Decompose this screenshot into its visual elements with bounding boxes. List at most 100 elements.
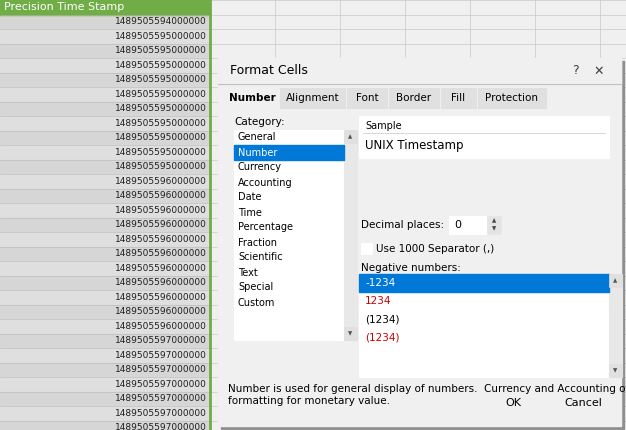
Text: 1489505595000000: 1489505595000000: [115, 90, 207, 99]
Bar: [478, 88, 546, 108]
Bar: [441, 88, 476, 108]
Bar: [280, 88, 345, 108]
Text: Negative numbers:: Negative numbers:: [361, 263, 461, 273]
Text: Custom: Custom: [238, 298, 275, 307]
Text: Time: Time: [238, 208, 262, 218]
Text: 1489505596000000: 1489505596000000: [115, 278, 207, 287]
Bar: [0, 87, 210, 101]
Text: 1489505595000000: 1489505595000000: [115, 46, 207, 55]
Bar: [0, 246, 210, 261]
Bar: [0, 232, 210, 246]
Text: ▲: ▲: [613, 278, 618, 283]
Bar: [483, 392, 543, 414]
Text: 1489505596000000: 1489505596000000: [115, 249, 207, 258]
Bar: [0, 43, 210, 58]
Text: 1489505596000000: 1489505596000000: [115, 235, 207, 244]
Bar: [234, 130, 344, 340]
Text: UNIX Timestamp: UNIX Timestamp: [365, 139, 463, 153]
Bar: [0, 160, 210, 174]
Bar: [344, 327, 357, 340]
Text: Protection: Protection: [486, 93, 538, 103]
Bar: [0, 58, 210, 73]
Text: 1489505595000000: 1489505595000000: [115, 61, 207, 70]
Bar: [0, 29, 210, 43]
Bar: [0, 276, 210, 290]
Bar: [0, 145, 210, 160]
Bar: [487, 216, 501, 234]
Text: 1489505596000000: 1489505596000000: [115, 264, 207, 273]
Text: 1489505595000000: 1489505595000000: [115, 75, 207, 84]
Text: ▼: ▼: [613, 368, 618, 373]
Text: ▼: ▼: [349, 331, 352, 336]
Bar: [0, 290, 210, 304]
Text: -1234: -1234: [365, 278, 395, 288]
Text: Sample: Sample: [365, 121, 402, 131]
Text: 1489505596000000: 1489505596000000: [115, 322, 207, 331]
Text: Date: Date: [238, 193, 262, 203]
Text: Number: Number: [238, 147, 277, 157]
Bar: [0, 73, 210, 87]
Text: 1489505594000000: 1489505594000000: [115, 17, 207, 26]
Text: 1489505596000000: 1489505596000000: [115, 206, 207, 215]
Bar: [210, 0, 626, 430]
Text: Fraction: Fraction: [238, 237, 277, 248]
Text: Alignment: Alignment: [285, 93, 339, 103]
Text: Number is used for general display of numbers.  Currency and Accounting offer sp: Number is used for general display of nu…: [228, 384, 626, 405]
Text: Currency: Currency: [238, 163, 282, 172]
Bar: [0, 101, 210, 116]
Text: 1489505597000000: 1489505597000000: [115, 423, 207, 430]
Bar: [359, 116, 609, 158]
Bar: [0, 421, 210, 430]
Text: 1489505595000000: 1489505595000000: [115, 133, 207, 142]
Bar: [224, 108, 615, 376]
Bar: [609, 364, 622, 377]
Text: 0: 0: [454, 220, 461, 230]
Bar: [0, 130, 210, 145]
Bar: [609, 274, 622, 377]
Text: Number: Number: [228, 93, 275, 103]
Text: Accounting: Accounting: [238, 178, 292, 187]
Text: Special: Special: [238, 283, 274, 292]
Bar: [0, 0, 210, 15]
Text: Use 1000 Separator (,): Use 1000 Separator (,): [376, 244, 495, 254]
Bar: [355, 212, 613, 238]
Bar: [347, 88, 387, 108]
Text: Cancel: Cancel: [564, 398, 602, 408]
Bar: [0, 348, 210, 362]
Bar: [0, 334, 210, 348]
Bar: [344, 130, 357, 340]
Text: Decimal places:: Decimal places:: [361, 220, 444, 230]
Text: ?: ?: [572, 64, 578, 77]
Text: 1489505595000000: 1489505595000000: [115, 162, 207, 171]
Text: 1489505596000000: 1489505596000000: [115, 220, 207, 229]
Bar: [0, 406, 210, 421]
Text: 1489505597000000: 1489505597000000: [115, 409, 207, 418]
Text: 1489505595000000: 1489505595000000: [115, 104, 207, 113]
Bar: [234, 145, 344, 160]
Bar: [0, 15, 210, 29]
Text: 1489505595000000: 1489505595000000: [115, 148, 207, 157]
Bar: [359, 274, 609, 292]
Text: 1489505595000000: 1489505595000000: [115, 119, 207, 128]
Bar: [553, 392, 613, 414]
Bar: [0, 261, 210, 276]
Bar: [0, 304, 210, 319]
Bar: [218, 58, 621, 426]
Bar: [0, 377, 210, 391]
Bar: [0, 188, 210, 203]
Text: (1234): (1234): [365, 314, 399, 324]
Text: Format Cells: Format Cells: [230, 64, 308, 77]
Text: OK: OK: [505, 398, 521, 408]
Text: ▲: ▲: [492, 218, 496, 224]
Text: 1489505597000000: 1489505597000000: [115, 336, 207, 345]
Text: ▼: ▼: [492, 227, 496, 231]
Text: (1234): (1234): [365, 332, 399, 342]
Text: 1489505595000000: 1489505595000000: [115, 32, 207, 41]
Text: Border: Border: [396, 93, 431, 103]
Bar: [218, 58, 621, 84]
Text: 1489505597000000: 1489505597000000: [115, 394, 207, 403]
Bar: [0, 362, 210, 377]
Text: Fill: Fill: [451, 93, 466, 103]
Text: Scientific: Scientific: [238, 252, 282, 262]
Text: Text: Text: [238, 267, 258, 277]
